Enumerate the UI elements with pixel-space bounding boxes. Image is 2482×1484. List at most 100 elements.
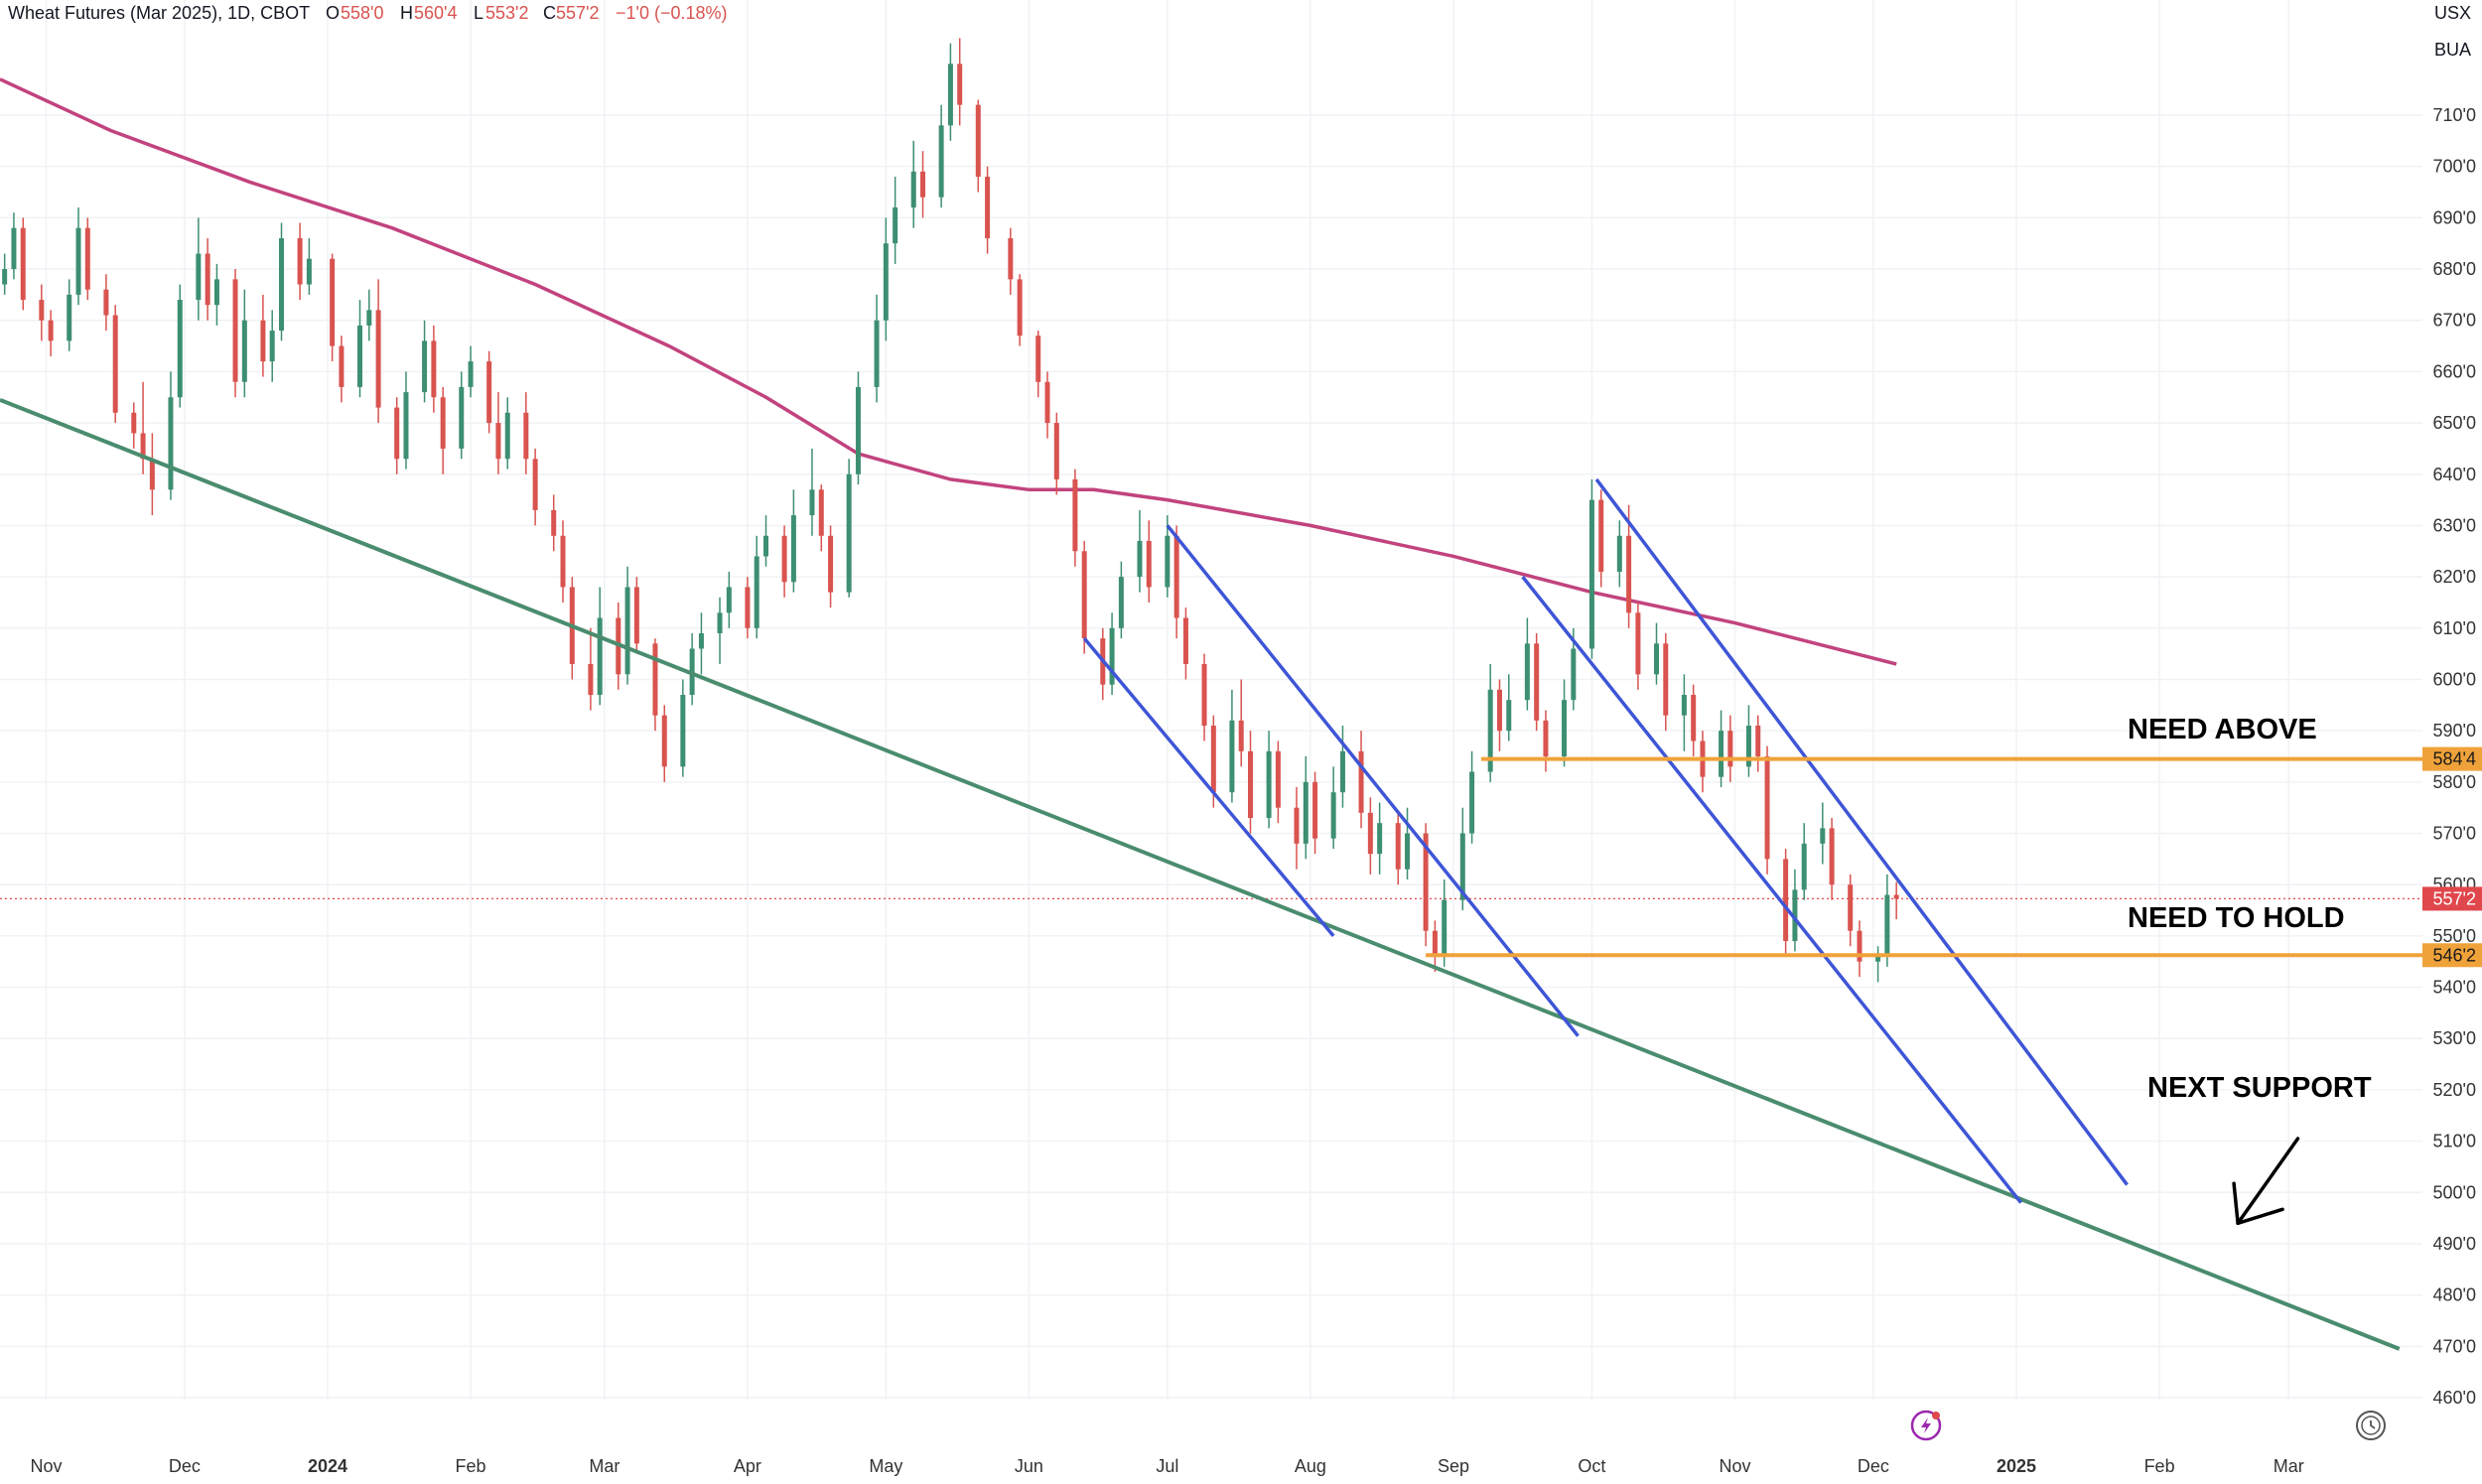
candle-body bbox=[790, 515, 796, 583]
candle-body bbox=[1165, 535, 1171, 588]
time-tick-label: Mar bbox=[589, 1456, 620, 1476]
time-tick-label: Dec bbox=[1858, 1456, 1889, 1476]
candle-body bbox=[1875, 956, 1881, 962]
candle-body bbox=[1848, 884, 1854, 931]
price-tick-label: 610'0 bbox=[2433, 618, 2476, 638]
candle-body bbox=[403, 392, 409, 460]
candle-up bbox=[177, 284, 183, 408]
candle-body bbox=[1312, 781, 1318, 839]
next-support-arrow bbox=[2232, 1137, 2300, 1226]
candle-up bbox=[754, 535, 759, 639]
candle-body bbox=[1691, 694, 1697, 742]
candle-down bbox=[394, 397, 400, 474]
price-tick-label: 590'0 bbox=[2433, 721, 2476, 741]
legend-low-label: L bbox=[474, 3, 483, 23]
candle-up bbox=[1506, 674, 1512, 742]
candle-body bbox=[588, 663, 594, 695]
candle-body bbox=[1653, 643, 1659, 675]
candle-body bbox=[1035, 336, 1041, 382]
candle-body bbox=[938, 125, 944, 198]
candle-body bbox=[1248, 750, 1254, 819]
time-tick-label: Jul bbox=[1156, 1456, 1178, 1476]
candle-up bbox=[366, 289, 372, 341]
candle-body bbox=[39, 300, 45, 321]
annotation-next-support: NEXT SUPPORT bbox=[2147, 1072, 2372, 1104]
price-tick-label: 550'0 bbox=[2433, 926, 2476, 946]
time-tick-label: Aug bbox=[1295, 1456, 1326, 1476]
price-tick-label: 530'0 bbox=[2433, 1028, 2476, 1048]
candle-body bbox=[495, 423, 501, 460]
candle-body bbox=[1588, 499, 1594, 649]
price-tick-label: 630'0 bbox=[2433, 515, 2476, 535]
candle-body bbox=[1053, 423, 1059, 479]
candle-up bbox=[1820, 802, 1826, 865]
candle-up bbox=[1884, 874, 1890, 967]
unit-label: BUA bbox=[2434, 40, 2471, 60]
candle-body bbox=[1229, 720, 1235, 793]
candle-down bbox=[39, 284, 45, 341]
candle-body bbox=[1496, 689, 1502, 732]
candle-body bbox=[1524, 643, 1530, 701]
candle-up bbox=[306, 238, 312, 295]
candle-down bbox=[1081, 540, 1087, 654]
candle-body bbox=[1829, 828, 1835, 885]
candle-body bbox=[279, 238, 285, 332]
candle-down bbox=[232, 269, 238, 398]
grid bbox=[0, 0, 2422, 1400]
legend-change: −1'0 (−0.18%) bbox=[616, 3, 728, 23]
legend-low-value: 553'2 bbox=[485, 3, 528, 23]
candle-body bbox=[1469, 771, 1475, 834]
time-tick-label: Oct bbox=[1578, 1456, 1605, 1476]
candle-down bbox=[828, 525, 834, 608]
clock-icon[interactable] bbox=[2356, 1411, 2386, 1440]
candle-body bbox=[1598, 499, 1604, 572]
candle-down bbox=[588, 627, 594, 711]
candle-up bbox=[1303, 756, 1309, 860]
candle-body bbox=[661, 715, 667, 767]
price-tag-text: 546'2 bbox=[2433, 945, 2476, 965]
candle-down bbox=[131, 402, 137, 449]
candle-body bbox=[1072, 478, 1078, 552]
candle-up bbox=[1524, 617, 1530, 711]
candle-body bbox=[84, 227, 90, 290]
candle-body bbox=[504, 412, 510, 460]
candle-up bbox=[893, 177, 898, 264]
lightning-icon[interactable] bbox=[1910, 1410, 1942, 1441]
candle-body bbox=[818, 489, 824, 536]
candle-down bbox=[1053, 412, 1059, 495]
channel-line bbox=[1521, 576, 2023, 1204]
price-tag-text: 584'4 bbox=[2433, 749, 2476, 769]
candle-up bbox=[1442, 879, 1448, 967]
price-tick-label: 700'0 bbox=[2433, 157, 2476, 177]
candle-down bbox=[1201, 653, 1207, 742]
candle-body bbox=[140, 433, 146, 460]
candle-up bbox=[855, 371, 861, 485]
candle-up bbox=[689, 632, 695, 706]
candle-body bbox=[828, 535, 834, 593]
candle-body bbox=[1275, 750, 1281, 808]
candle-body bbox=[1146, 540, 1152, 588]
candle-body bbox=[1339, 750, 1345, 793]
price-tick-label: 650'0 bbox=[2433, 413, 2476, 433]
legend-close-label: C bbox=[543, 3, 556, 23]
candle-up bbox=[1405, 807, 1411, 880]
price-tag-box bbox=[2422, 886, 2482, 911]
candle-down bbox=[1635, 602, 1641, 690]
price-tick-label: 520'0 bbox=[2433, 1080, 2476, 1100]
price-tick-label: 540'0 bbox=[2433, 978, 2476, 998]
price-tag-last: 557'2 bbox=[2422, 886, 2482, 911]
candle-body bbox=[754, 556, 759, 628]
candle-body bbox=[339, 345, 345, 387]
candle-down bbox=[1496, 679, 1502, 751]
candle-body bbox=[241, 320, 247, 382]
candle-up bbox=[597, 587, 603, 706]
candle-body bbox=[205, 253, 210, 306]
candle-down bbox=[1848, 874, 1854, 947]
candle-down bbox=[1893, 881, 1899, 920]
candle-body bbox=[440, 397, 446, 449]
candle-up bbox=[790, 489, 796, 593]
candle-body bbox=[1294, 807, 1300, 844]
candle-body bbox=[1210, 725, 1216, 793]
candle-up bbox=[1719, 710, 1724, 788]
